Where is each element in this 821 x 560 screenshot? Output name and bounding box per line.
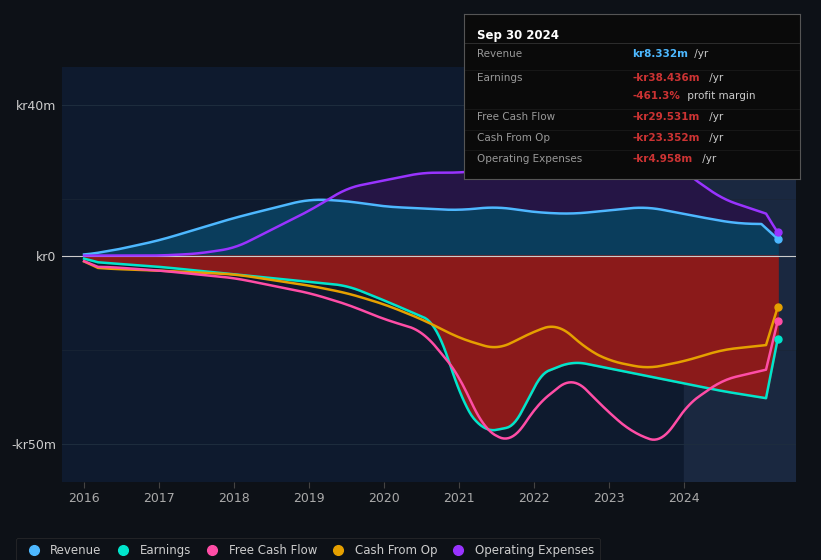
- Text: profit margin: profit margin: [684, 91, 755, 101]
- Text: Operating Expenses: Operating Expenses: [477, 153, 583, 164]
- Text: /yr: /yr: [691, 49, 709, 59]
- Text: Cash From Op: Cash From Op: [477, 133, 550, 143]
- Text: -kr4.958m: -kr4.958m: [632, 153, 692, 164]
- Text: -461.3%: -461.3%: [632, 91, 680, 101]
- Text: -kr29.531m: -kr29.531m: [632, 112, 699, 122]
- Legend: Revenue, Earnings, Free Cash Flow, Cash From Op, Operating Expenses: Revenue, Earnings, Free Cash Flow, Cash …: [16, 538, 600, 560]
- Text: -kr38.436m: -kr38.436m: [632, 73, 699, 83]
- Text: Free Cash Flow: Free Cash Flow: [477, 112, 556, 122]
- Text: -kr23.352m: -kr23.352m: [632, 133, 699, 143]
- Text: /yr: /yr: [706, 73, 723, 83]
- Text: /yr: /yr: [706, 133, 723, 143]
- Text: /yr: /yr: [699, 153, 716, 164]
- Text: Earnings: Earnings: [477, 73, 523, 83]
- Bar: [684, 67, 796, 482]
- Text: Sep 30 2024: Sep 30 2024: [477, 29, 559, 42]
- Text: kr8.332m: kr8.332m: [632, 49, 688, 59]
- Text: Revenue: Revenue: [477, 49, 522, 59]
- Text: /yr: /yr: [706, 112, 723, 122]
